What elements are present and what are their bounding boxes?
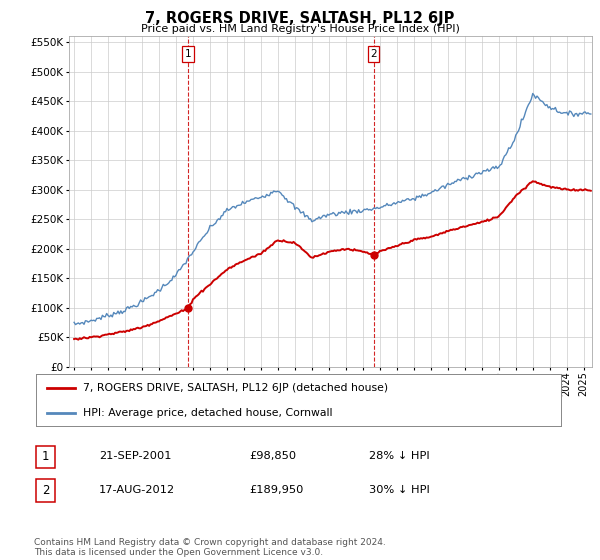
Text: 17-AUG-2012: 17-AUG-2012 [99, 485, 175, 495]
Text: 21-SEP-2001: 21-SEP-2001 [99, 451, 172, 461]
Text: 7, ROGERS DRIVE, SALTASH, PL12 6JP: 7, ROGERS DRIVE, SALTASH, PL12 6JP [145, 11, 455, 26]
Text: 1: 1 [185, 49, 191, 59]
Text: 2: 2 [42, 484, 49, 497]
Text: £189,950: £189,950 [249, 485, 304, 495]
Text: Contains HM Land Registry data © Crown copyright and database right 2024.
This d: Contains HM Land Registry data © Crown c… [34, 538, 386, 557]
FancyBboxPatch shape [36, 446, 55, 468]
Text: £98,850: £98,850 [249, 451, 296, 461]
Text: 30% ↓ HPI: 30% ↓ HPI [369, 485, 430, 495]
Text: 28% ↓ HPI: 28% ↓ HPI [369, 451, 430, 461]
Text: 7, ROGERS DRIVE, SALTASH, PL12 6JP (detached house): 7, ROGERS DRIVE, SALTASH, PL12 6JP (deta… [83, 383, 388, 393]
Text: 1: 1 [42, 450, 49, 464]
Text: Price paid vs. HM Land Registry's House Price Index (HPI): Price paid vs. HM Land Registry's House … [140, 24, 460, 34]
Text: 2: 2 [370, 49, 377, 59]
Text: HPI: Average price, detached house, Cornwall: HPI: Average price, detached house, Corn… [83, 408, 333, 418]
FancyBboxPatch shape [36, 479, 55, 502]
